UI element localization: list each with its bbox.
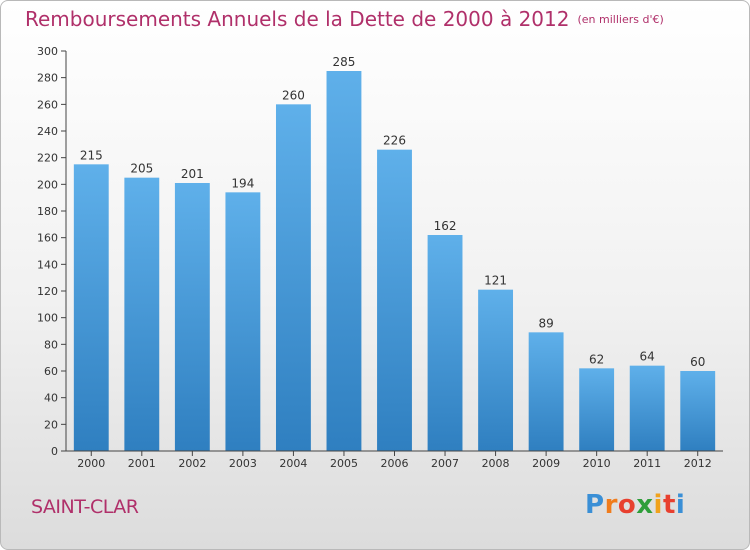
y-axis: 0 20 40 60 80 100 120 140 160 180 200 220 240 260 280 3… bbox=[37, 45, 67, 458]
logo-letter: i bbox=[675, 490, 686, 520]
logo-letter: x bbox=[636, 490, 654, 520]
bar-value-label: 194 bbox=[231, 176, 254, 190]
bar-2003 bbox=[225, 192, 261, 452]
x-axis: 2000 2001 2002 2003 2004 2005 2006 2007 2008 2009… bbox=[66, 450, 723, 470]
bar-value-label: 121 bbox=[484, 274, 507, 288]
y-tick-label: 140 bbox=[37, 258, 58, 271]
bar-2010 bbox=[579, 368, 615, 451]
y-tick-label: 120 bbox=[37, 285, 58, 298]
x-tick-label: 2002 bbox=[178, 457, 206, 470]
bar-value-label: 285 bbox=[333, 55, 356, 69]
y-tick-label: 200 bbox=[37, 178, 58, 191]
bar-2007 bbox=[427, 235, 463, 451]
proxiti-logo[interactable]: Proxiti bbox=[585, 490, 685, 520]
y-tick-label: 260 bbox=[37, 98, 58, 111]
bar-value-label: 62 bbox=[589, 352, 604, 366]
bar-value-label: 201 bbox=[181, 167, 204, 181]
x-tick-label: 2006 bbox=[381, 457, 409, 470]
x-tick-label: 2001 bbox=[128, 457, 156, 470]
x-tick-label: 2003 bbox=[229, 457, 257, 470]
y-tick-label: 0 bbox=[51, 445, 58, 458]
bars: 215 205 201 194 260 285 226 162 121 89 62 64 60 bbox=[73, 55, 716, 452]
chart-title: Remboursements Annuels de la Dette de 20… bbox=[25, 7, 664, 31]
y-tick-label: 100 bbox=[37, 312, 58, 325]
bar-2008 bbox=[478, 289, 514, 451]
y-tick-label: 220 bbox=[37, 152, 58, 165]
bar-value-label: 226 bbox=[383, 134, 406, 148]
logo-letter: P bbox=[585, 490, 605, 520]
bar-value-label: 162 bbox=[434, 219, 457, 233]
bar-2001 bbox=[124, 177, 160, 451]
x-tick-label: 2004 bbox=[279, 457, 307, 470]
x-tick-label: 2009 bbox=[532, 457, 560, 470]
logo-letter: t bbox=[662, 490, 676, 520]
x-tick-label: 2012 bbox=[684, 457, 712, 470]
bar-2011 bbox=[629, 365, 665, 451]
bar-value-label: 89 bbox=[538, 316, 553, 330]
bar-value-label: 205 bbox=[130, 162, 153, 176]
logo-letter: i bbox=[653, 490, 663, 520]
bar-2002 bbox=[174, 183, 210, 451]
y-tick-label: 160 bbox=[37, 232, 58, 245]
bar-2012 bbox=[680, 371, 716, 451]
logo-letter: o bbox=[617, 490, 637, 520]
bar-value-label: 260 bbox=[282, 88, 305, 102]
y-tick-label: 40 bbox=[44, 392, 58, 405]
y-tick-label: 20 bbox=[44, 418, 58, 431]
commune-name: SAINT-CLAR bbox=[31, 496, 139, 518]
bar-2000 bbox=[73, 164, 109, 452]
x-tick-label: 2007 bbox=[431, 457, 459, 470]
chart-subtitle: (en milliers d'€) bbox=[577, 13, 664, 26]
chart-title-text: Remboursements Annuels de la Dette de 20… bbox=[25, 7, 570, 31]
bar-2009 bbox=[528, 332, 564, 451]
y-tick-label: 180 bbox=[37, 205, 58, 218]
bar-value-label: 215 bbox=[80, 148, 103, 162]
y-tick-label: 240 bbox=[37, 125, 58, 138]
bar-value-label: 64 bbox=[640, 350, 655, 364]
bar-2004 bbox=[275, 104, 311, 451]
bar-2005 bbox=[326, 71, 362, 451]
x-tick-label: 2011 bbox=[633, 457, 661, 470]
bar-value-label: 60 bbox=[690, 355, 705, 369]
bar-2006 bbox=[377, 149, 412, 451]
y-tick-label: 300 bbox=[37, 45, 58, 58]
y-tick-label: 60 bbox=[44, 365, 58, 378]
x-tick-label: 2008 bbox=[482, 457, 510, 470]
logo-letter: r bbox=[604, 490, 618, 520]
x-tick-label: 2000 bbox=[77, 457, 105, 470]
y-tick-label: 80 bbox=[44, 338, 58, 351]
x-tick-label: 2010 bbox=[583, 457, 611, 470]
x-tick-label: 2005 bbox=[330, 457, 358, 470]
y-tick-label: 280 bbox=[37, 72, 58, 85]
